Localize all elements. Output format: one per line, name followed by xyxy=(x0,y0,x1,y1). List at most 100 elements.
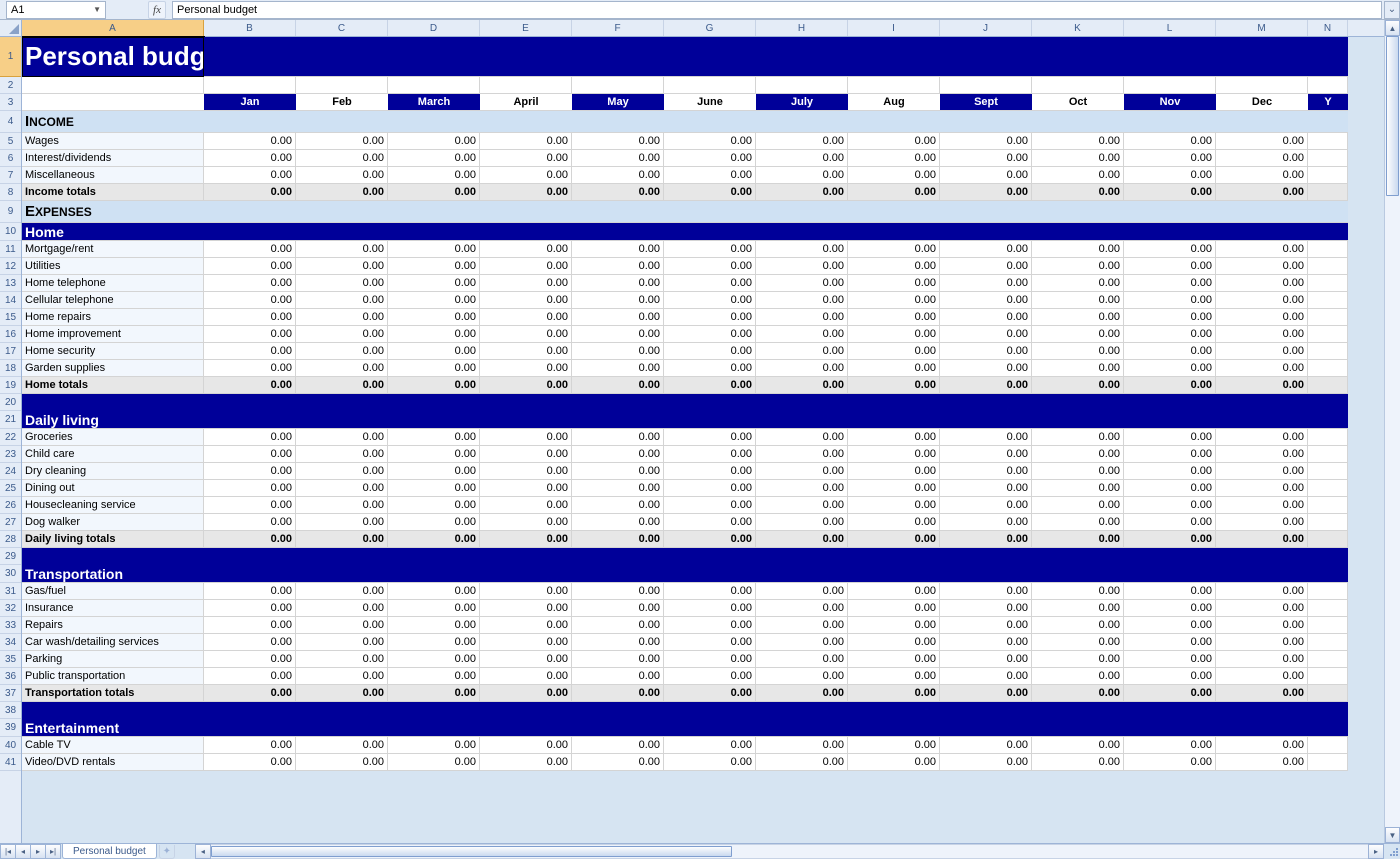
cell[interactable]: 0.00 xyxy=(572,754,664,771)
cell[interactable]: 0.00 xyxy=(1216,360,1308,377)
cell[interactable]: 0.00 xyxy=(572,275,664,292)
cell[interactable]: 0.00 xyxy=(848,531,940,548)
row-header[interactable]: 10 xyxy=(0,223,21,241)
name-box[interactable]: A1 ▼ xyxy=(6,1,106,19)
cell[interactable]: 0.00 xyxy=(572,685,664,702)
row-header[interactable]: 4 xyxy=(0,111,21,133)
cell[interactable] xyxy=(388,394,480,411)
cell[interactable]: 0.00 xyxy=(1216,343,1308,360)
cell[interactable]: 0.00 xyxy=(296,531,388,548)
cell[interactable]: 0.00 xyxy=(1124,292,1216,309)
cell[interactable] xyxy=(940,37,1032,77)
cell[interactable]: 0.00 xyxy=(296,326,388,343)
cell[interactable] xyxy=(1216,394,1308,411)
cell[interactable]: 0.00 xyxy=(756,514,848,531)
cell[interactable]: 0.00 xyxy=(756,583,848,600)
cell[interactable] xyxy=(572,201,664,223)
cell[interactable] xyxy=(480,411,572,429)
column-header[interactable]: H xyxy=(756,20,848,36)
cell[interactable]: 0.00 xyxy=(480,429,572,446)
cell[interactable]: 0.00 xyxy=(1032,275,1124,292)
row-header[interactable]: 11 xyxy=(0,241,21,258)
cell[interactable]: 0.00 xyxy=(296,617,388,634)
cell[interactable]: Dog walker xyxy=(22,514,204,531)
cell[interactable]: 0.00 xyxy=(756,343,848,360)
cell[interactable]: 0.00 xyxy=(388,480,480,497)
row-header[interactable]: 19 xyxy=(0,377,21,394)
cell[interactable] xyxy=(1032,702,1124,719)
cell[interactable]: 0.00 xyxy=(848,275,940,292)
row-header[interactable]: 22 xyxy=(0,429,21,446)
cell[interactable]: 0.00 xyxy=(480,150,572,167)
cell[interactable] xyxy=(204,37,296,77)
cell[interactable]: 0.00 xyxy=(296,309,388,326)
cell[interactable] xyxy=(848,702,940,719)
cell[interactable]: 0.00 xyxy=(204,600,296,617)
horizontal-scrollbar[interactable]: ◂ ▸ xyxy=(195,844,1384,859)
cell[interactable]: 0.00 xyxy=(756,497,848,514)
cell[interactable]: Parking xyxy=(22,651,204,668)
cell[interactable]: 0.00 xyxy=(940,292,1032,309)
column-header[interactable]: L xyxy=(1124,20,1216,36)
cell[interactable]: 0.00 xyxy=(664,309,756,326)
cell[interactable]: 0.00 xyxy=(1032,651,1124,668)
cell[interactable] xyxy=(572,565,664,583)
cell[interactable]: 0.00 xyxy=(296,133,388,150)
cell[interactable] xyxy=(296,565,388,583)
cell[interactable]: 0.00 xyxy=(204,429,296,446)
cell[interactable]: 0.00 xyxy=(1032,600,1124,617)
cell[interactable]: Home xyxy=(22,223,204,241)
cell[interactable]: 0.00 xyxy=(204,463,296,480)
cell[interactable]: 0.00 xyxy=(1124,651,1216,668)
cell[interactable]: 0.00 xyxy=(296,600,388,617)
cell[interactable]: 0.00 xyxy=(480,446,572,463)
row-header[interactable]: 21 xyxy=(0,411,21,429)
cell[interactable] xyxy=(848,548,940,565)
cell[interactable]: 0.00 xyxy=(572,514,664,531)
cell[interactable]: Home security xyxy=(22,343,204,360)
vertical-scrollbar[interactable]: ▲ ▼ xyxy=(1384,20,1400,843)
row-header[interactable]: 36 xyxy=(0,668,21,685)
cell[interactable] xyxy=(1308,754,1348,771)
cell[interactable]: 0.00 xyxy=(940,480,1032,497)
cell[interactable]: 0.00 xyxy=(204,258,296,275)
cell[interactable] xyxy=(22,394,204,411)
column-header[interactable]: K xyxy=(1032,20,1124,36)
cell[interactable]: 0.00 xyxy=(848,167,940,184)
fx-icon[interactable]: fx xyxy=(148,1,166,19)
cell[interactable] xyxy=(664,411,756,429)
cell[interactable]: Nov xyxy=(1124,94,1216,111)
cell[interactable]: 0.00 xyxy=(1216,258,1308,275)
cell[interactable]: 0.00 xyxy=(1216,514,1308,531)
cell[interactable] xyxy=(204,201,296,223)
cell[interactable] xyxy=(1032,411,1124,429)
cell[interactable]: 0.00 xyxy=(1216,617,1308,634)
cell[interactable] xyxy=(940,702,1032,719)
cell[interactable]: 0.00 xyxy=(480,754,572,771)
formula-input[interactable]: Personal budget xyxy=(172,1,1382,19)
cell[interactable]: 0.00 xyxy=(1124,634,1216,651)
scroll-down-icon[interactable]: ▼ xyxy=(1385,827,1400,843)
cell[interactable]: 0.00 xyxy=(1216,150,1308,167)
cell[interactable] xyxy=(1032,37,1124,77)
row-header[interactable]: 31 xyxy=(0,583,21,600)
cell[interactable]: 0.00 xyxy=(388,497,480,514)
cell[interactable]: 0.00 xyxy=(1124,737,1216,754)
cell[interactable]: 0.00 xyxy=(664,583,756,600)
cell[interactable] xyxy=(664,77,756,94)
cell[interactable]: 0.00 xyxy=(572,600,664,617)
cell[interactable]: 0.00 xyxy=(388,360,480,377)
cell[interactable]: 0.00 xyxy=(1216,184,1308,201)
cell[interactable] xyxy=(1124,111,1216,133)
cell[interactable]: 0.00 xyxy=(1032,377,1124,394)
row-header[interactable]: 27 xyxy=(0,514,21,531)
cell[interactable]: 0.00 xyxy=(848,446,940,463)
cell[interactable]: 0.00 xyxy=(848,668,940,685)
cell[interactable]: 0.00 xyxy=(1124,184,1216,201)
cell[interactable] xyxy=(480,565,572,583)
cell[interactable]: 0.00 xyxy=(480,275,572,292)
cell[interactable]: 0.00 xyxy=(756,309,848,326)
row-header[interactable]: 41 xyxy=(0,754,21,771)
cell[interactable]: 0.00 xyxy=(296,167,388,184)
cell[interactable] xyxy=(480,111,572,133)
